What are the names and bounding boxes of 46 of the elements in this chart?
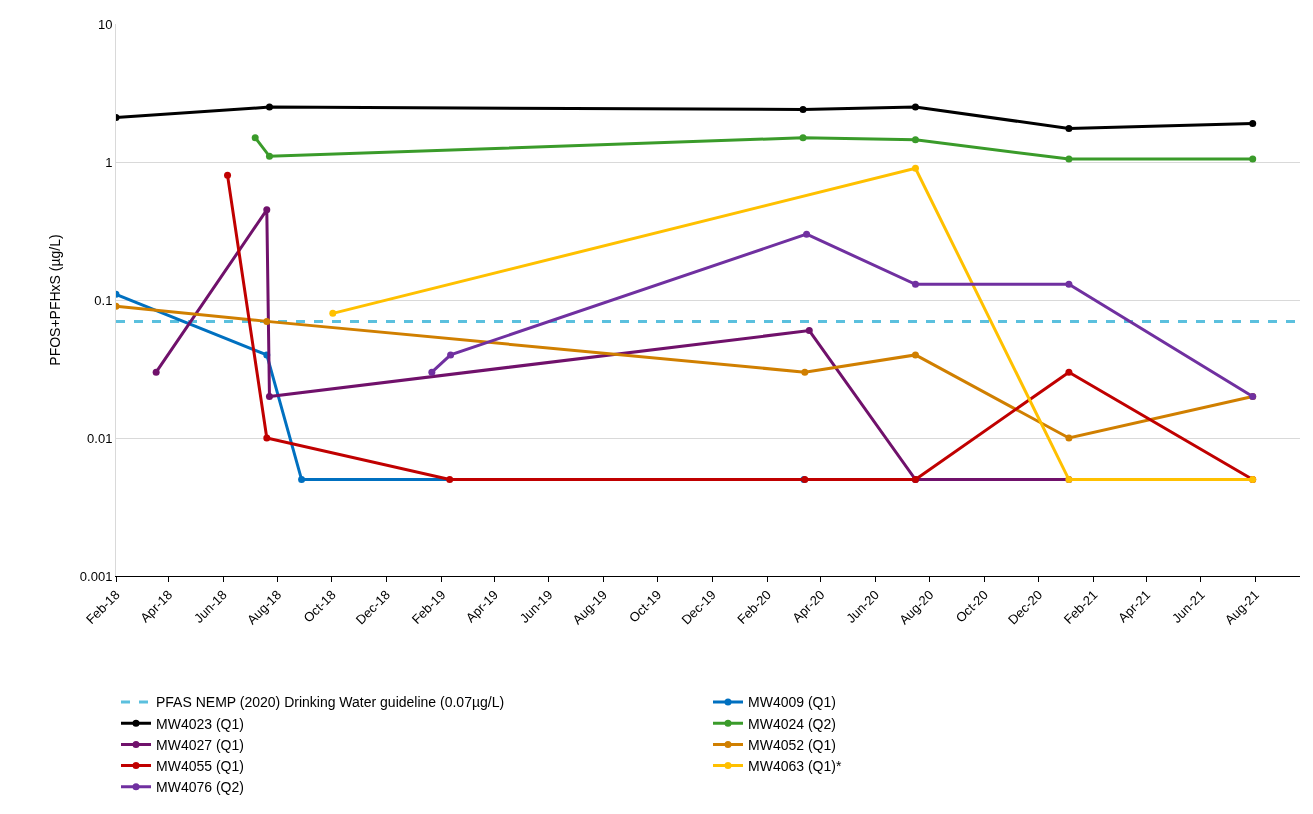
point [911,351,919,359]
y-tick-label: 0.1 [94,292,113,308]
point [1065,280,1073,288]
legend-label: MW4009 (Q1) [748,694,836,711]
point [329,309,337,317]
point [265,152,273,160]
point [805,327,813,335]
point [447,351,455,359]
point [1249,155,1257,163]
point [251,134,259,142]
point [911,136,919,144]
point [298,476,306,484]
legend-label: MW4063 (Q1)* [748,758,842,775]
point [263,206,271,214]
point [911,103,919,111]
point [265,392,273,400]
legend-label: MW4024 (Q2) [748,715,836,732]
point [263,434,271,442]
y-tick-label: 10 [97,16,113,32]
point [799,134,807,142]
point [1065,155,1073,163]
point [265,103,273,111]
point [1065,368,1073,376]
point [1065,124,1073,132]
y-tick-label: 0.001 [79,568,113,584]
legend-label: MW4076 (Q2) [156,779,244,796]
point [1249,120,1257,128]
point [1065,434,1073,442]
point [446,476,454,484]
point [911,164,919,172]
legend-label: PFAS NEMP (2020) Drinking Water guideline (0.07µg/L) [156,694,505,711]
point [428,368,436,376]
point [799,106,807,114]
legend-label: MW4023 (Q1) [156,715,244,732]
legend-label: MW4027 (Q1) [156,736,244,753]
point [803,230,811,238]
y-tick-label: 0.01 [87,430,113,446]
legend-label: MW4055 (Q1) [156,758,244,775]
point [911,280,919,288]
y-axis-title: PFOS+PFHxS (µg/L) [47,234,64,366]
point [263,317,271,325]
point [152,368,160,376]
point [224,171,232,179]
y-tick-label: 1 [105,154,113,170]
point [801,368,809,376]
legend-label: MW4052 (Q1) [748,736,836,753]
